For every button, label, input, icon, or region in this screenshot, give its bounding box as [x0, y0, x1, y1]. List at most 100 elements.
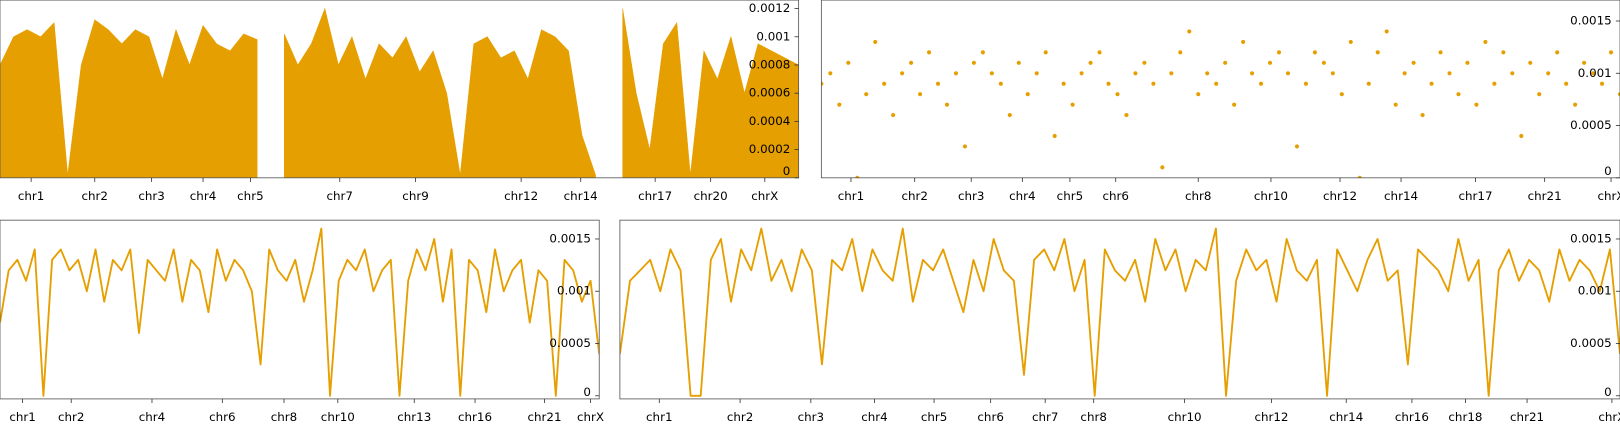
point — [900, 71, 905, 76]
x-tick-label: chr10 — [321, 410, 355, 424]
x-tick-label: chr4 — [861, 410, 887, 424]
y-tick-label: 0.0005 — [1570, 118, 1612, 132]
point — [1061, 81, 1066, 86]
point — [1124, 113, 1129, 118]
point — [1016, 60, 1021, 65]
point — [1151, 81, 1156, 86]
point — [1205, 71, 1210, 76]
point — [1555, 50, 1560, 55]
x-tick-label: chr8 — [1080, 410, 1107, 424]
x-tick-label: chr5 — [921, 410, 947, 424]
plot-area — [0, 7, 799, 178]
point — [1384, 29, 1389, 34]
point — [971, 60, 976, 65]
x-tick-label: chr17 — [1458, 189, 1492, 203]
y-tick-label: 0.0008 — [749, 57, 791, 71]
point — [935, 81, 941, 86]
point — [1007, 113, 1012, 118]
point — [846, 60, 851, 65]
x-tick-label: chr16 — [1395, 410, 1429, 424]
plot-area — [821, 29, 1620, 178]
point — [1393, 102, 1398, 107]
point — [1070, 102, 1075, 107]
point — [1330, 71, 1335, 76]
point — [1483, 39, 1488, 44]
x-tick-label: chr9 — [402, 189, 429, 203]
x-tick-label: chr4 — [1009, 189, 1035, 203]
point — [1241, 39, 1246, 44]
point — [989, 71, 994, 76]
point — [1321, 60, 1326, 65]
plot-frame — [0, 0, 800, 179]
y-tick-label: 0.0012 — [749, 1, 791, 15]
y-tick-label: 0.0015 — [1570, 14, 1612, 28]
x-tick-label: chr20 — [694, 189, 728, 203]
x-tick-label: chrX — [1597, 189, 1620, 203]
point — [828, 71, 833, 76]
x-tick-label: chr12 — [1323, 189, 1357, 203]
x-tick-label: chr18 — [1448, 410, 1482, 424]
x-tick-label: chr3 — [958, 189, 984, 203]
point — [1429, 81, 1434, 86]
line — [0, 227, 600, 397]
x-tick-label: chr2 — [82, 189, 109, 203]
point — [1366, 81, 1371, 86]
x-tick-label: chr7 — [327, 189, 354, 203]
point — [1079, 71, 1084, 76]
y-tick-label: 0.001 — [1578, 284, 1612, 298]
point — [1187, 29, 1192, 34]
point — [1599, 81, 1605, 86]
plot-frame — [820, 0, 1620, 179]
x-tick-label: chrX — [751, 189, 778, 203]
point — [1501, 50, 1506, 55]
point — [926, 50, 932, 55]
point — [1582, 60, 1587, 65]
point — [1510, 71, 1515, 76]
point — [1492, 81, 1497, 86]
y-tick-label: 0 — [1604, 164, 1612, 178]
x-tick-label: chr3 — [138, 189, 165, 203]
x-tick-label: chr13 — [397, 410, 431, 424]
point — [1223, 60, 1228, 65]
point — [1591, 71, 1596, 76]
point — [873, 39, 878, 44]
point — [1178, 50, 1183, 55]
point — [1142, 60, 1147, 65]
point — [909, 60, 914, 65]
point — [1258, 81, 1264, 86]
y-tick-label: 0.0004 — [749, 114, 791, 128]
point — [1115, 92, 1120, 97]
x-tick-label: chr7 — [1032, 410, 1059, 424]
point — [1411, 60, 1416, 65]
point — [1456, 92, 1461, 97]
point — [1339, 92, 1344, 97]
x-tick-label: chr2 — [901, 189, 928, 203]
y-tick-label: 0.0005 — [549, 336, 591, 350]
point — [1312, 50, 1317, 55]
point — [855, 175, 860, 178]
x-tick-label: chr12 — [1254, 410, 1288, 424]
y-tick-label: 0 — [583, 385, 591, 399]
point — [821, 81, 824, 86]
point — [837, 102, 842, 107]
point — [1447, 71, 1452, 76]
point — [1564, 81, 1569, 86]
point — [1043, 50, 1048, 55]
x-tick-label: chr6 — [1102, 189, 1129, 203]
x-tick-label: chr12 — [504, 189, 538, 203]
x-tick-label: chr3 — [798, 410, 825, 424]
point — [1617, 92, 1620, 97]
y-tick-label: 0.001 — [1578, 66, 1612, 80]
point — [1519, 133, 1524, 139]
area — [0, 7, 799, 178]
point — [962, 144, 968, 149]
point — [1133, 71, 1138, 76]
point — [1546, 71, 1551, 76]
point — [1034, 71, 1039, 76]
x-tick-label: chr5 — [237, 189, 263, 203]
point — [1528, 60, 1533, 65]
point — [1250, 71, 1255, 76]
y-tick-label: 0.0002 — [749, 142, 791, 156]
point — [1465, 60, 1470, 65]
point — [1573, 102, 1578, 107]
